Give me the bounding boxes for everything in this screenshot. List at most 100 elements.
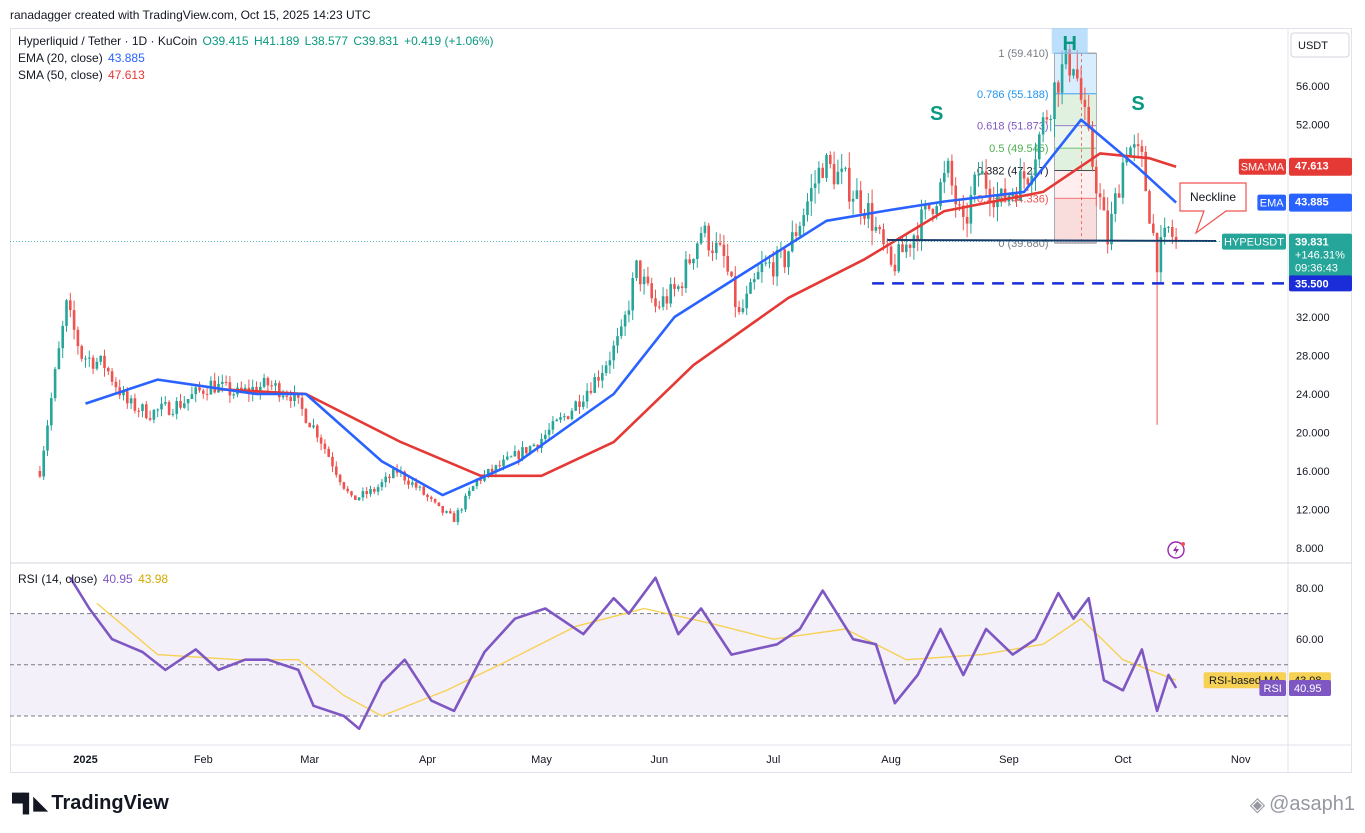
candle-body [373, 488, 376, 492]
neckline-line [887, 239, 1217, 242]
time-axis-label: Oct [1114, 754, 1131, 766]
candle-body [433, 498, 437, 503]
candle-body [152, 410, 156, 420]
candle-body [57, 348, 61, 370]
legend-close: C39.831 [353, 34, 399, 48]
candle-body [76, 329, 80, 347]
candle-body [924, 204, 927, 210]
legend-low: L38.577 [304, 34, 349, 48]
candle-body [578, 401, 581, 407]
fib-zone [1054, 198, 1097, 244]
ema-legend[interactable]: EMA (20, close) 43.885 [18, 50, 145, 67]
candle-body [392, 469, 395, 479]
rsi-ma-legend-value: 43.98 [138, 572, 169, 586]
candle-body [992, 201, 995, 208]
symbol-price-tag-value: +146.31% [1295, 250, 1345, 262]
candle-body [281, 395, 285, 398]
candle-body [407, 480, 410, 485]
candle-body [441, 505, 444, 513]
candle-body [544, 434, 547, 439]
ema-price-tag-value: 43.885 [1295, 197, 1329, 209]
candle-body [840, 168, 843, 172]
ema-20-line [85, 118, 1177, 497]
candle-body [753, 279, 756, 283]
candle-body [418, 486, 422, 488]
candle-body [673, 284, 676, 289]
ema-price-tag-label: EMA [1260, 198, 1285, 210]
candle-body [426, 494, 429, 498]
candle-body [639, 260, 642, 285]
candle-body [532, 444, 536, 447]
candle-body [764, 262, 767, 264]
candle-body [1087, 106, 1090, 129]
candle-body [650, 283, 653, 299]
candle-body [183, 403, 186, 408]
legend-symbol[interactable]: Hyperliquid / Tether · 1D · KuCoin [18, 34, 198, 48]
symbol-price-tag-box [1289, 233, 1352, 280]
candle-body [798, 226, 802, 236]
sma-legend[interactable]: SMA (50, close) 47.613 [18, 67, 145, 84]
symbol-label-box [1222, 233, 1286, 250]
candle-body [270, 385, 273, 387]
price-tick-label: 12.000 [1296, 505, 1330, 517]
candle-body [1041, 117, 1045, 135]
candle-body [414, 482, 418, 488]
alert-bolt [1173, 545, 1179, 555]
candle-body [205, 393, 209, 395]
candle-body [863, 213, 866, 219]
candle-body [1091, 128, 1094, 167]
candle-body [1133, 144, 1136, 148]
candle-body [699, 233, 703, 244]
candle-body [954, 185, 957, 205]
candle-body [551, 421, 555, 430]
price-tick-label: 32.000 [1296, 312, 1330, 324]
candle-body [582, 401, 585, 407]
candle-body [813, 183, 817, 189]
candle-body [517, 451, 520, 460]
candle-body [468, 490, 471, 496]
candle-body [855, 190, 859, 199]
candle-body [627, 310, 631, 315]
ema-legend-label: EMA (20, close) [18, 51, 103, 65]
fib-level-label: 0.618 (51.873) [977, 121, 1049, 133]
candle-body [829, 154, 832, 164]
candle-body [61, 325, 64, 349]
candle-body [319, 437, 323, 444]
candle-body [99, 355, 102, 362]
sma-price-tag-value: 47.613 [1295, 161, 1329, 173]
candle-body [331, 456, 334, 467]
candle-body [658, 306, 661, 308]
candle-body [1121, 162, 1125, 198]
rsi-legend[interactable]: RSI (14, close) 40.95 43.98 [18, 571, 168, 588]
candle-body [916, 235, 919, 241]
price-tick-label: 24.000 [1296, 389, 1330, 401]
rsi-legend-value: 40.95 [102, 572, 133, 586]
candle-body [384, 476, 387, 483]
fib-level-label: 1 (59.410) [998, 48, 1048, 60]
candle-body [365, 491, 368, 495]
candle-body [848, 167, 851, 202]
support-price-tag-box [1289, 275, 1352, 292]
rsi-ma-line [96, 602, 1177, 717]
candle-body [490, 468, 494, 473]
sma-legend-value: 47.613 [108, 68, 145, 82]
candle-body [259, 386, 262, 394]
rsi-line [69, 576, 1178, 731]
candle-body [874, 227, 878, 231]
candle-body [126, 391, 129, 404]
candle-body [289, 396, 292, 402]
tradingview-logo[interactable]: ▀▌◣ TradingView [12, 792, 169, 815]
candle-body [775, 250, 779, 277]
currency-button [1290, 32, 1350, 58]
price-tick-label: 52.000 [1296, 120, 1330, 132]
time-axis-label: Jul [766, 754, 780, 766]
alert-dot [1181, 542, 1185, 546]
candle-body [589, 390, 593, 393]
candle-body [232, 394, 235, 396]
candle-body [604, 365, 608, 373]
candle-body [202, 390, 205, 394]
candle-body [908, 244, 912, 248]
candle-body [935, 206, 938, 215]
symbol-legend[interactable]: Hyperliquid / Tether · 1D · KuCoin O39.4… [18, 33, 494, 50]
